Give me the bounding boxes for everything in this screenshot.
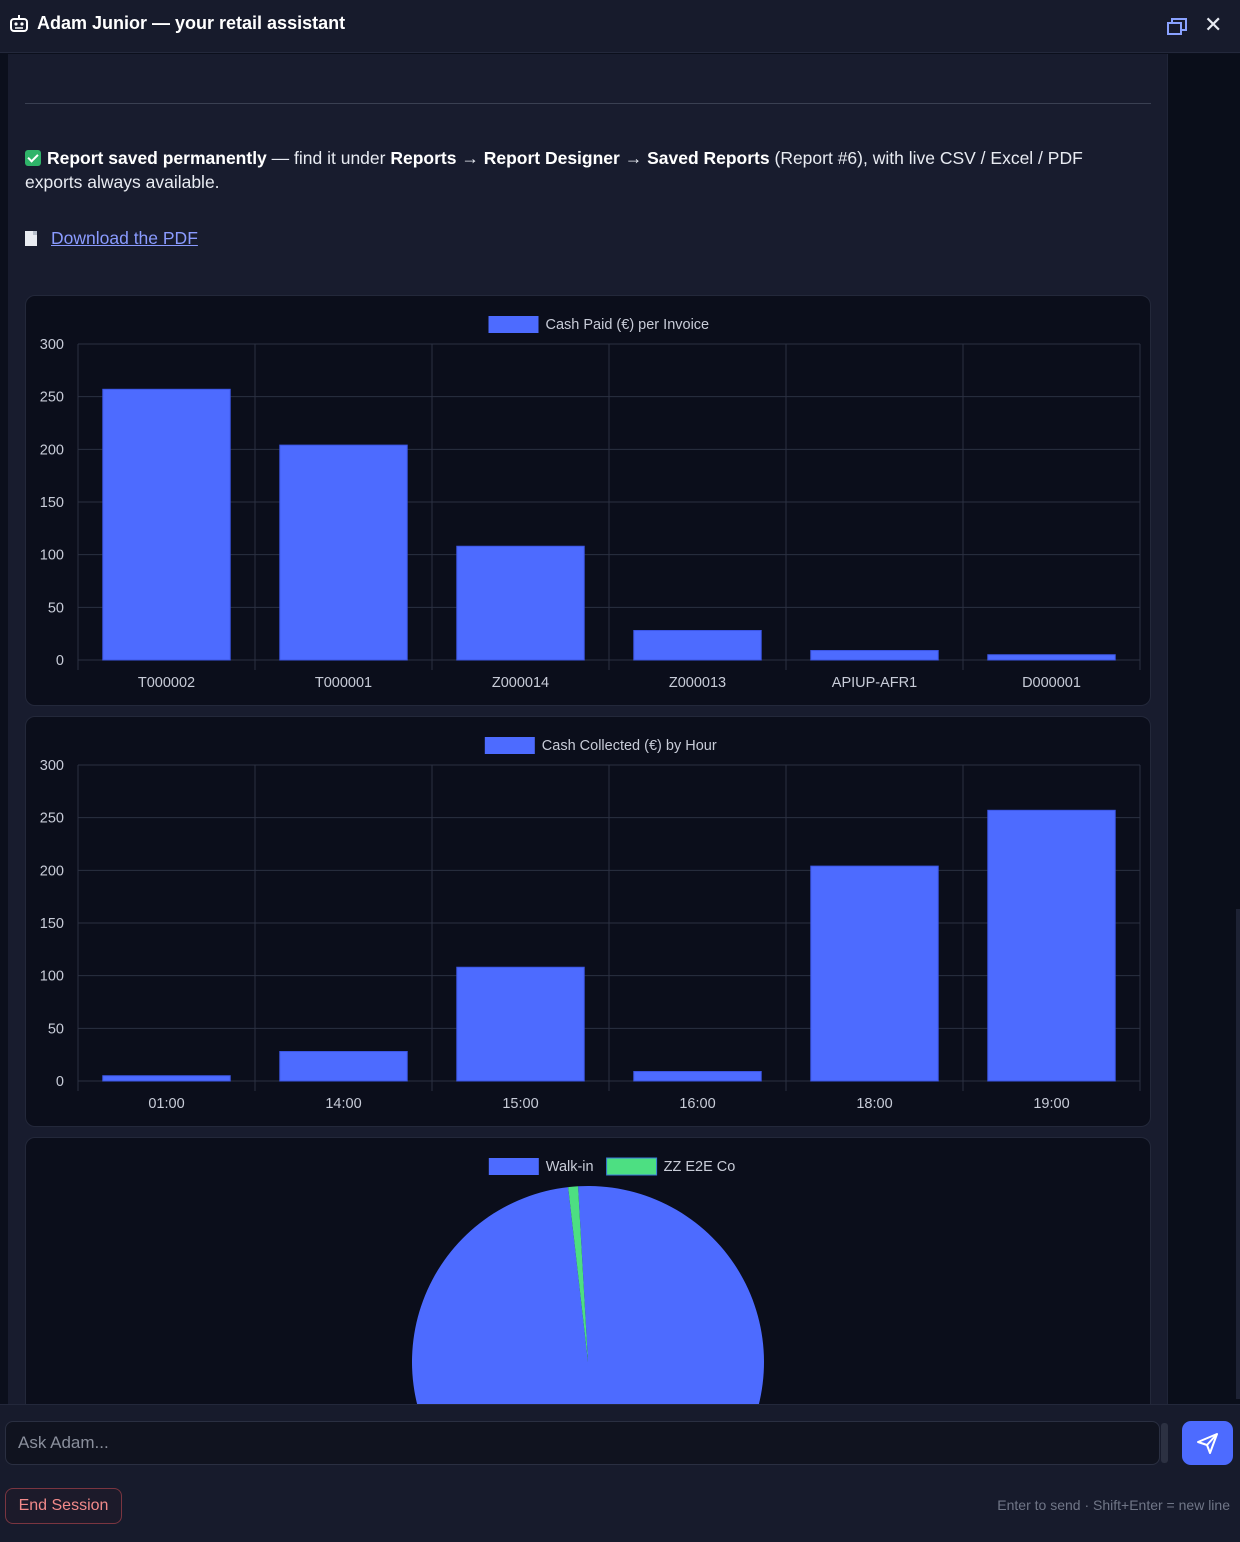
bar <box>633 1071 762 1082</box>
pie-slice <box>568 1186 588 1362</box>
x-tick-label: T000001 <box>315 675 372 691</box>
message-text: — find it under <box>266 148 391 168</box>
close-icon[interactable]: ✕ <box>1204 12 1223 37</box>
reports-label: Reports <box>390 148 457 168</box>
document-icon <box>25 231 37 246</box>
keyboard-hint: Enter to send · Shift+Enter = new line <box>997 1497 1230 1513</box>
y-tick-label: 50 <box>48 600 64 616</box>
bar <box>279 444 408 661</box>
y-tick-label: 100 <box>40 969 64 985</box>
legend-label: Cash Paid (€) per Invoice <box>546 317 710 333</box>
legend-swatch <box>488 316 539 333</box>
title-bar: Adam Junior — your retail assistant ✕ <box>0 0 1240 53</box>
legend-label: Walk-in <box>546 1159 594 1175</box>
send-button[interactable] <box>1182 1421 1233 1465</box>
x-tick-label: 01:00 <box>148 1096 184 1112</box>
report-designer-label: Report Designer <box>483 148 620 168</box>
pie-slice <box>412 1186 764 1404</box>
download-pdf-link[interactable]: Download the PDF <box>25 228 198 249</box>
chart-legend: Cash Collected (€) by Hour <box>484 737 717 754</box>
composer: End Session Enter to send · Shift+Enter … <box>0 1404 1240 1542</box>
window-title: Adam Junior — your retail assistant <box>37 13 346 33</box>
arrow: → <box>456 148 484 168</box>
y-tick-label: 150 <box>40 916 64 932</box>
y-tick-label: 0 <box>56 653 64 669</box>
x-tick-label: 14:00 <box>325 1096 361 1112</box>
input-resize-handle[interactable] <box>1161 1423 1168 1463</box>
x-tick-label: APIUP-AFR1 <box>832 675 917 691</box>
y-tick-label: 250 <box>40 811 64 827</box>
legend-label: Cash Collected (€) by Hour <box>542 738 717 754</box>
restore-window-icon[interactable] <box>1166 16 1188 38</box>
bar <box>810 650 939 661</box>
legend-swatch <box>484 737 535 754</box>
y-tick-label: 250 <box>40 390 64 406</box>
send-icon <box>1197 1433 1218 1454</box>
legend-swatch <box>606 1157 658 1176</box>
chat-panel: Report saved permanently — find it under… <box>8 54 1167 1404</box>
pie-chart-card: Walk-in ZZ E2E Co <box>25 1137 1151 1404</box>
y-tick-label: 300 <box>40 337 64 353</box>
chart-legend: Walk-in ZZ E2E Co <box>488 1157 736 1176</box>
message-input[interactable] <box>5 1421 1160 1465</box>
x-tick-label: 19:00 <box>1033 1096 1069 1112</box>
y-tick-label: 0 <box>56 1074 64 1090</box>
message-text: (Report #6), with live CSV / Excel / PDF… <box>25 148 1083 192</box>
bar-chart-card: Cash Paid (€) per Invoice 0 50 100 150 200 250… <box>25 295 1151 706</box>
y-tick-label: 300 <box>40 758 64 774</box>
y-tick-label: 200 <box>40 863 64 879</box>
checkmark-icon <box>25 150 41 166</box>
cash-collected-by-hour-chart: Cash Collected (€) by Hour 0 50 100 150 200 25… <box>40 737 1141 1112</box>
legend-swatch <box>488 1158 539 1175</box>
download-link-label: Download the PDF <box>51 228 198 248</box>
x-tick-label: T000002 <box>138 675 195 691</box>
bar <box>456 966 585 1082</box>
bar <box>102 1075 231 1082</box>
bar <box>279 1051 408 1082</box>
bar <box>987 654 1116 661</box>
x-tick-label: D000001 <box>1022 675 1081 691</box>
legend-label: ZZ E2E Co <box>664 1159 736 1175</box>
bar <box>633 630 762 661</box>
bar <box>456 545 585 661</box>
x-tick-label: Z000014 <box>492 675 549 691</box>
bar <box>810 865 939 1082</box>
x-tick-label: 15:00 <box>502 1096 538 1112</box>
saved-label: Report saved permanently <box>47 148 267 168</box>
y-tick-label: 150 <box>40 495 64 511</box>
assistant-message: Report saved permanently — find it under… <box>25 146 1135 194</box>
scrollbar[interactable] <box>1236 909 1240 1399</box>
x-tick-label: Z000013 <box>669 675 726 691</box>
y-tick-label: 50 <box>48 1021 64 1037</box>
y-tick-label: 200 <box>40 442 64 458</box>
customer-pie-chart: Walk-in ZZ E2E Co <box>412 1157 764 1404</box>
divider <box>25 103 1151 104</box>
robot-icon <box>10 15 28 32</box>
bar <box>102 388 231 661</box>
x-tick-label: 16:00 <box>679 1096 715 1112</box>
saved-reports-label: Saved Reports <box>647 148 770 168</box>
y-tick-label: 100 <box>40 548 64 564</box>
x-tick-label: 18:00 <box>856 1096 892 1112</box>
chart-legend: Cash Paid (€) per Invoice <box>488 316 710 333</box>
arrow: → <box>619 148 648 168</box>
end-session-button[interactable]: End Session <box>5 1488 122 1524</box>
bar-chart-card: Cash Collected (€) by Hour 0 50 100 150 200 25… <box>25 716 1151 1127</box>
bar <box>987 809 1116 1082</box>
cash-paid-per-invoice-chart: Cash Paid (€) per Invoice 0 50 100 150 200 250… <box>40 316 1141 691</box>
side-panel <box>1167 54 1240 1404</box>
